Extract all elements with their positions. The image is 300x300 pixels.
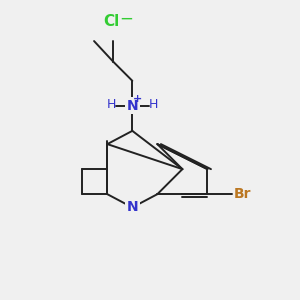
Text: N: N — [127, 200, 138, 214]
Text: H: H — [107, 98, 116, 111]
Text: H: H — [148, 98, 158, 111]
Text: −: − — [119, 10, 134, 28]
Text: +: + — [133, 94, 142, 104]
Text: Br: Br — [234, 187, 251, 201]
Text: N: N — [127, 99, 138, 113]
Text: Cl: Cl — [103, 14, 120, 29]
